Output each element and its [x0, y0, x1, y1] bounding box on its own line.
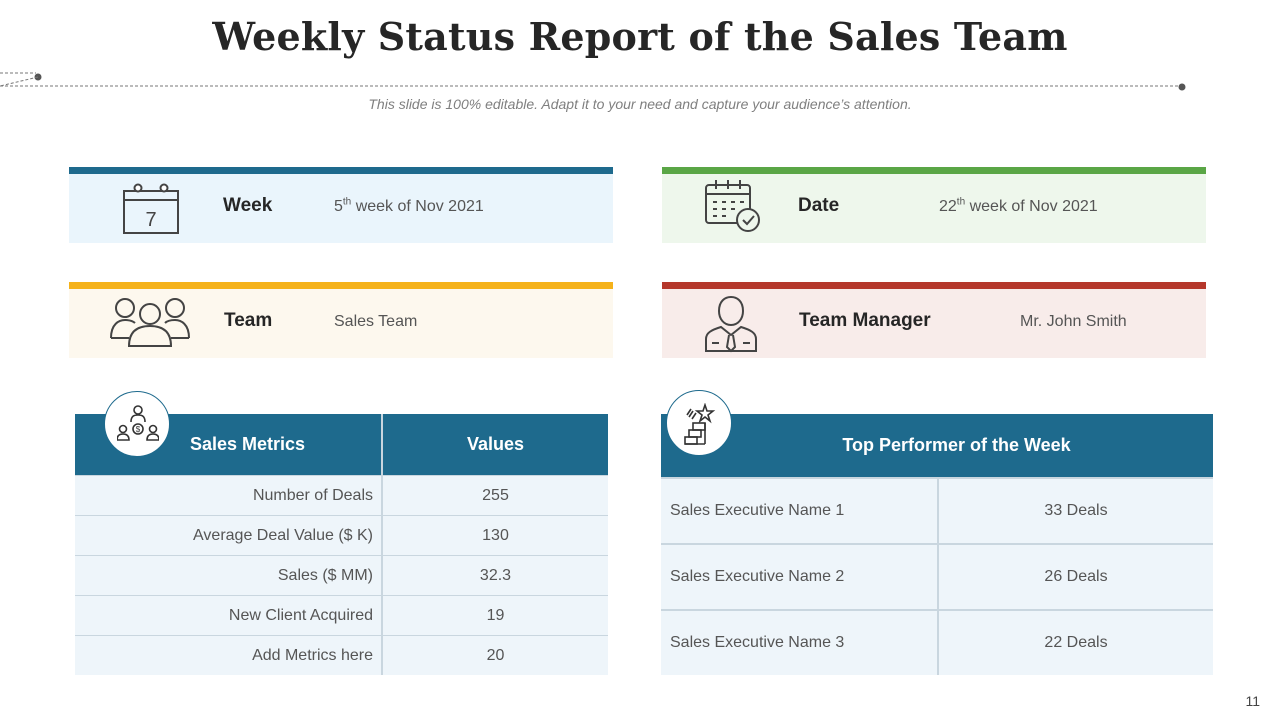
week-card-accent-bar — [69, 167, 613, 174]
performer-deals: 33 Deals — [938, 477, 1213, 544]
team-value: Sales Team — [334, 313, 418, 330]
table-row: Average Deal Value ($ K) 130 — [75, 515, 608, 556]
sales-team-money-icon: $ — [117, 405, 159, 441]
table-row: Sales Executive Name 2 26 Deals — [661, 543, 1213, 610]
top-performer-table: Top Performer of the Week Sales Executiv… — [661, 414, 1213, 675]
metric-name: Average Deal Value ($ K) — [75, 515, 383, 556]
manager-icon — [705, 295, 757, 353]
metric-value: 32.3 — [382, 555, 608, 596]
metric-name: Number of Deals — [75, 475, 383, 516]
date-card: Date 22th week of Nov 2021 — [662, 167, 1206, 243]
week-label: Week — [223, 195, 273, 216]
manager-card: Team Manager Mr. John Smith — [662, 282, 1206, 358]
calendar-check-icon — [705, 180, 760, 232]
date-value: 22th week of Nov 2021 — [939, 196, 1098, 215]
table-row: New Client Acquired 19 — [75, 595, 608, 636]
date-card-accent-bar — [662, 167, 1206, 174]
performer-name: Sales Executive Name 1 — [661, 477, 939, 544]
week-card: 7 Week 5th week of Nov 2021 — [69, 167, 613, 243]
metric-value: 255 — [382, 475, 608, 516]
metric-name: New Client Acquired — [75, 595, 383, 636]
team-card-accent-bar — [69, 282, 613, 289]
svg-text:7: 7 — [145, 209, 156, 231]
sales-metrics-table: Sales Metrics Values Number of Deals 255 … — [75, 414, 608, 675]
sales-metrics-badge: $ — [104, 391, 170, 457]
svg-text:$: $ — [136, 425, 141, 434]
performer-deals: 26 Deals — [938, 543, 1213, 610]
page-number: 11 — [1245, 693, 1260, 709]
table-row: Sales Executive Name 1 33 Deals — [661, 477, 1213, 544]
performer-deals: 22 Deals — [938, 609, 1213, 675]
metric-name: Sales ($ MM) — [75, 555, 383, 596]
metric-value: 19 — [382, 595, 608, 636]
stairs-star-icon — [684, 403, 716, 445]
table-row: Number of Deals 255 — [75, 475, 608, 516]
date-label: Date — [798, 195, 840, 216]
table-header-row: Top Performer of the Week — [661, 414, 1213, 478]
decorative-dashed-line — [0, 72, 1186, 91]
team-icon — [110, 298, 190, 347]
table-row: Sales ($ MM) 32.3 — [75, 555, 608, 596]
metric-value: 130 — [382, 515, 608, 556]
team-card: Team Sales Team — [69, 282, 613, 358]
table-row: Sales Executive Name 3 22 Deals — [661, 609, 1213, 675]
slide-title: Weekly Status Report of the Sales Team — [212, 14, 1068, 59]
manager-card-accent-bar — [662, 282, 1206, 289]
top-performer-badge — [666, 390, 732, 456]
slide-subtitle: This slide is 100% editable. Adapt it to… — [368, 96, 912, 112]
team-label: Team — [224, 310, 273, 331]
performer-header: Top Performer of the Week — [661, 414, 1213, 478]
manager-value: Mr. John Smith — [1020, 313, 1127, 330]
metric-name: Add Metrics here — [75, 635, 383, 675]
metric-value: 20 — [382, 635, 608, 675]
metrics-header-value: Values — [382, 414, 608, 476]
performer-name: Sales Executive Name 3 — [661, 609, 939, 675]
manager-label: Team Manager — [799, 310, 931, 331]
table-row: Add Metrics here 20 — [75, 635, 608, 675]
week-value: 5th week of Nov 2021 — [334, 196, 484, 215]
calendar-icon: 7 — [123, 183, 179, 234]
performer-name: Sales Executive Name 2 — [661, 543, 939, 610]
